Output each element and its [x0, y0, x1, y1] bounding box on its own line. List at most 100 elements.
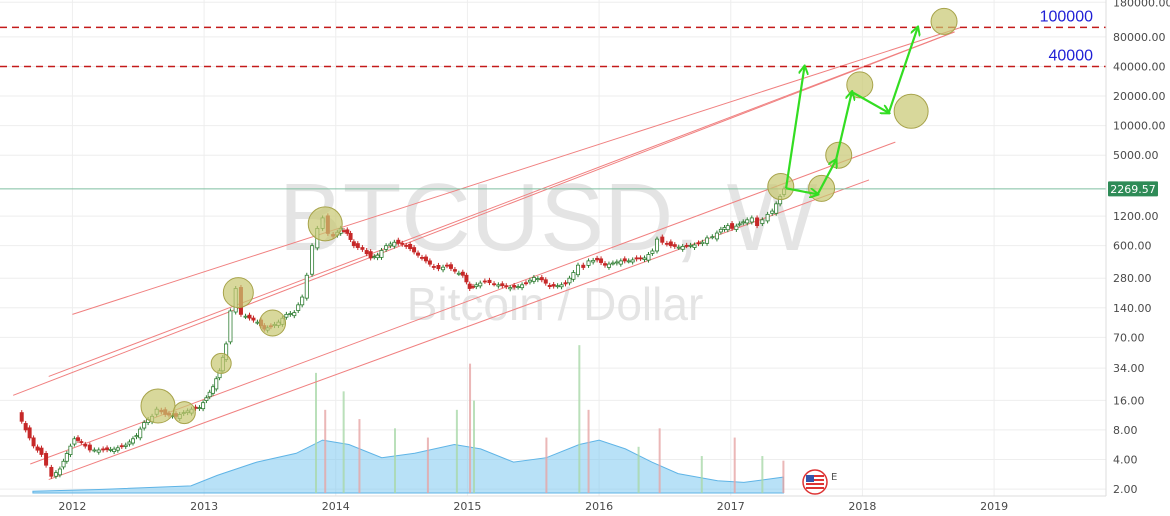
candle-body [288, 313, 293, 315]
candle-body [112, 448, 117, 452]
x-axis-ticks[interactable]: 2012 2013 2014 2015 2016 2017 2018 2019 [58, 500, 1008, 513]
y-tick-label[interactable]: 16.00 [1113, 394, 1145, 407]
volume-bar [342, 391, 345, 493]
candle-body [87, 444, 92, 451]
candle-body [228, 310, 233, 343]
candle-body [595, 257, 600, 261]
candle-body [535, 278, 540, 281]
volume-bar [637, 446, 640, 493]
candle-body [53, 472, 58, 477]
candle-body [638, 257, 643, 260]
candle-body [404, 244, 409, 247]
highlight-circle [140, 388, 176, 424]
candle-body [606, 263, 611, 268]
candle-body [714, 232, 719, 240]
y-axis-ticks[interactable]: 180000.00 80000.00 40000.00 20000.00 10000.0… [1113, 0, 1170, 496]
candle-body [543, 279, 548, 284]
y-tick-label[interactable]: 600.00 [1113, 240, 1152, 253]
y-tick-label[interactable]: 40000.00 [1113, 60, 1166, 73]
candle-body [436, 265, 441, 270]
highlight-circle [893, 93, 929, 129]
x-tick-label[interactable]: 2018 [848, 500, 876, 513]
x-tick-label[interactable]: 2016 [585, 500, 613, 513]
y-tick-label[interactable]: 180000.00 [1113, 0, 1170, 9]
x-tick-label[interactable]: 2013 [190, 500, 218, 513]
candle-body [610, 262, 615, 265]
candle-body [392, 241, 397, 247]
candle-body [251, 317, 256, 321]
x-tick-label[interactable]: 2017 [717, 500, 745, 513]
candle-body [646, 254, 651, 261]
projection-arrow [784, 66, 804, 189]
highlight-circle [172, 401, 196, 425]
y-tick-label[interactable]: 8.00 [1113, 424, 1138, 437]
candle-body [722, 227, 727, 230]
candle-body [388, 243, 393, 247]
candle-body [452, 269, 457, 272]
candle-body [19, 412, 24, 422]
candle-body [247, 314, 252, 319]
y-tick-label[interactable]: 80000.00 [1113, 31, 1166, 44]
us-flag-icon[interactable] [802, 469, 828, 495]
candle-body [737, 223, 742, 226]
current-price-label: 2269.57 [1110, 183, 1156, 196]
highlight-circle [930, 7, 958, 35]
y-tick-label[interactable]: 70.00 [1113, 331, 1145, 344]
highlight-circle [767, 173, 795, 201]
candle-body [123, 444, 128, 447]
candle-body [310, 245, 315, 275]
candle-body [770, 210, 775, 214]
y-tick-label[interactable]: 34.00 [1113, 362, 1145, 375]
watermark-symbol: BTCUSD, W [279, 164, 818, 271]
candle-body [655, 238, 660, 252]
candle-body [626, 260, 631, 263]
y-tick-label[interactable]: 280.00 [1113, 272, 1152, 285]
candle-body [44, 453, 49, 466]
candle-body [622, 258, 627, 262]
volume-bar [761, 456, 764, 493]
candle-body [134, 435, 139, 438]
candle-body [108, 449, 113, 451]
candle-body [400, 242, 405, 245]
candle-body [127, 441, 132, 445]
y-tick-label[interactable]: 5000.00 [1113, 149, 1159, 162]
candle-body [531, 277, 536, 282]
candle-body [684, 244, 689, 247]
candle-body [718, 228, 723, 233]
volume [32, 345, 785, 494]
y-tick-label[interactable]: 10000.00 [1113, 120, 1166, 133]
candle-body [563, 282, 568, 285]
candle-body [696, 242, 701, 245]
y-tick-label[interactable]: 1200.00 [1113, 210, 1159, 223]
candle-body [375, 254, 380, 259]
x-tick-label[interactable]: 2014 [322, 500, 350, 513]
y-tick-label[interactable]: 140.00 [1113, 302, 1152, 315]
candle-body [660, 236, 665, 243]
candle-body [119, 445, 124, 448]
y-tick-label[interactable]: 20000.00 [1113, 90, 1166, 103]
volume-bar [658, 428, 661, 493]
x-tick-label[interactable]: 2019 [980, 500, 1008, 513]
x-tick-label[interactable]: 2012 [58, 500, 86, 513]
candle-body [516, 286, 521, 289]
candle-body [419, 256, 424, 259]
volume-bar [455, 409, 458, 493]
x-tick-label[interactable]: 2015 [453, 500, 481, 513]
candle-body [92, 449, 97, 452]
candle-body [700, 241, 705, 245]
candle-body [508, 287, 513, 290]
candle-body [567, 277, 572, 284]
highlight-circle [259, 309, 287, 337]
candle-body [441, 266, 446, 271]
y-tick-label[interactable]: 2.00 [1113, 483, 1138, 496]
y-tick-label[interactable]: 4.00 [1113, 453, 1138, 466]
candle-body [39, 447, 44, 455]
candle-body [710, 236, 715, 239]
projection-arrow [835, 92, 852, 160]
candle-body [576, 264, 581, 276]
candle-body [705, 237, 710, 244]
candle-body [372, 256, 377, 258]
candle-body [27, 427, 32, 439]
candle-body [504, 285, 509, 288]
highlight-circle [210, 352, 232, 374]
